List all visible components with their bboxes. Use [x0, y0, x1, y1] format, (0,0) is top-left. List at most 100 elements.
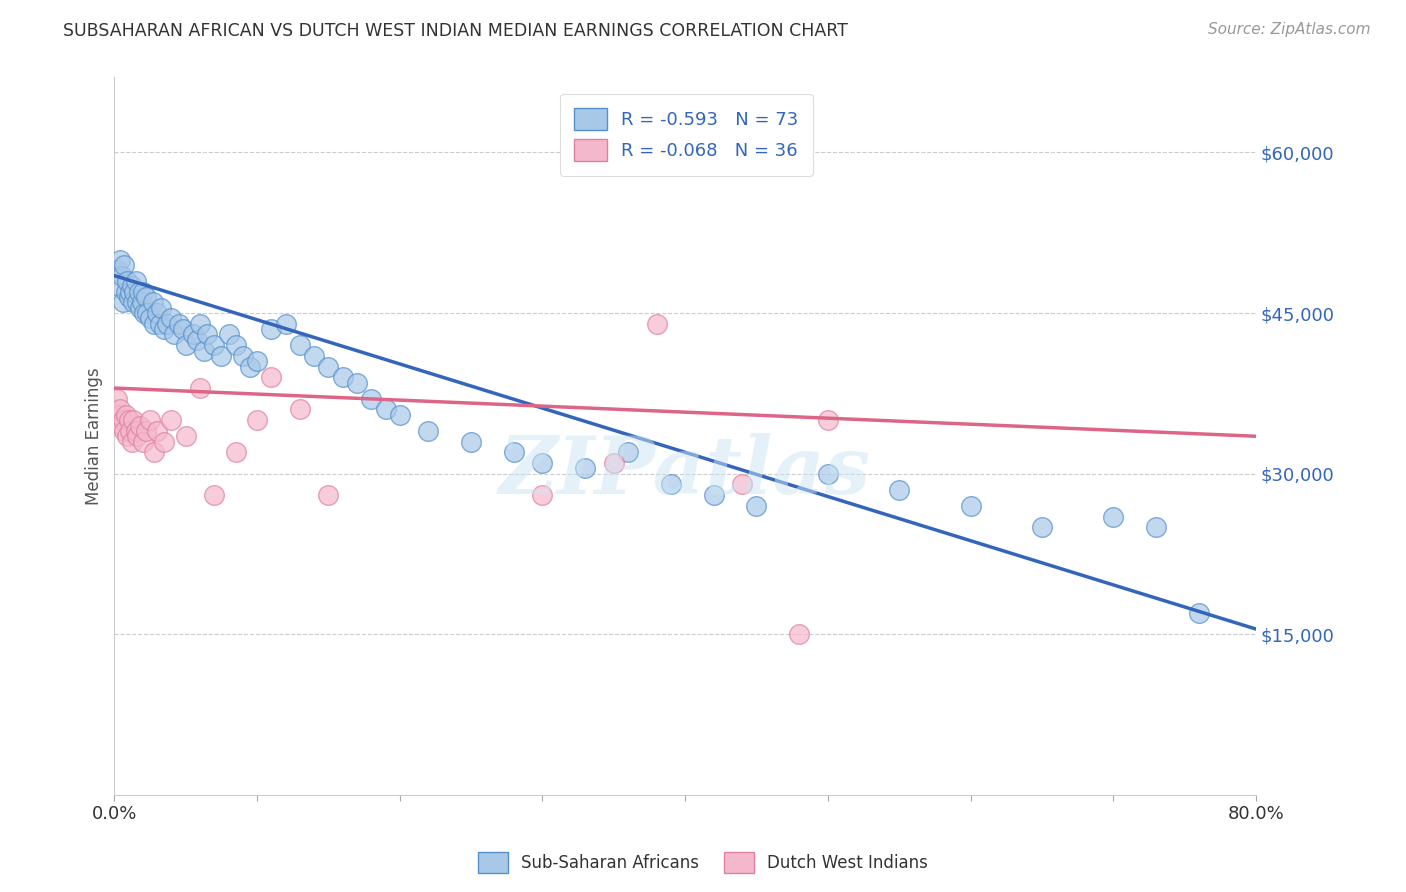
Point	[246, 354, 269, 368]
Point	[120, 285, 142, 299]
Point	[186, 333, 208, 347]
Point	[112, 258, 135, 272]
Point	[617, 445, 640, 459]
Point	[135, 424, 157, 438]
Point	[139, 311, 162, 326]
Point	[1102, 509, 1125, 524]
Point	[146, 424, 169, 438]
Point	[787, 627, 810, 641]
Point	[120, 424, 142, 438]
Point	[703, 488, 725, 502]
Point	[374, 402, 396, 417]
Point	[127, 429, 149, 443]
Point	[346, 376, 368, 390]
Point	[105, 263, 128, 277]
Point	[202, 488, 225, 502]
Point	[112, 424, 135, 438]
Point	[132, 434, 155, 449]
Point	[603, 456, 626, 470]
Point	[117, 429, 139, 443]
Point	[132, 285, 155, 299]
Point	[232, 349, 254, 363]
Point	[118, 413, 141, 427]
Point	[111, 413, 134, 427]
Point	[114, 285, 136, 299]
Point	[188, 317, 211, 331]
Point	[388, 408, 411, 422]
Point	[274, 317, 297, 331]
Point	[149, 317, 172, 331]
Point	[1031, 520, 1053, 534]
Point	[745, 499, 768, 513]
Point	[122, 413, 145, 427]
Point	[105, 392, 128, 406]
Point	[889, 483, 911, 497]
Point	[125, 274, 148, 288]
Text: SUBSAHARAN AFRICAN VS DUTCH WEST INDIAN MEDIAN EARNINGS CORRELATION CHART: SUBSAHARAN AFRICAN VS DUTCH WEST INDIAN …	[63, 22, 848, 40]
Point	[503, 445, 526, 459]
Point	[188, 381, 211, 395]
Point	[163, 327, 186, 342]
Point	[124, 285, 146, 299]
Point	[288, 338, 311, 352]
Point	[139, 413, 162, 427]
Point	[959, 499, 981, 513]
Legend: Sub-Saharan Africans, Dutch West Indians: Sub-Saharan Africans, Dutch West Indians	[471, 846, 935, 880]
Point	[195, 327, 218, 342]
Point	[143, 317, 166, 331]
Point	[318, 488, 340, 502]
Point	[121, 279, 143, 293]
Point	[181, 327, 204, 342]
Point	[146, 306, 169, 320]
Point	[160, 413, 183, 427]
Point	[174, 429, 197, 443]
Point	[1144, 520, 1167, 534]
Point	[134, 306, 156, 320]
Point	[122, 295, 145, 310]
Point	[318, 359, 340, 374]
Point	[110, 418, 132, 433]
Point	[260, 322, 283, 336]
Point	[142, 295, 165, 310]
Point	[260, 370, 283, 384]
Point	[128, 285, 150, 299]
Point	[193, 343, 215, 358]
Point	[125, 424, 148, 438]
Point	[172, 322, 194, 336]
Point	[246, 413, 269, 427]
Point	[107, 408, 129, 422]
Y-axis label: Median Earnings: Median Earnings	[86, 368, 103, 505]
Point	[531, 488, 554, 502]
Point	[218, 327, 240, 342]
Point	[131, 295, 153, 310]
Point	[659, 477, 682, 491]
Point	[111, 295, 134, 310]
Point	[731, 477, 754, 491]
Text: Source: ZipAtlas.com: Source: ZipAtlas.com	[1208, 22, 1371, 37]
Point	[127, 295, 149, 310]
Point	[418, 424, 440, 438]
Point	[209, 349, 232, 363]
Point	[136, 306, 159, 320]
Point	[167, 317, 190, 331]
Point	[156, 317, 179, 331]
Point	[121, 434, 143, 449]
Text: ZIPatlas: ZIPatlas	[499, 434, 872, 511]
Point	[645, 317, 668, 331]
Point	[817, 467, 839, 481]
Legend: R = -0.593   N = 73, R = -0.068   N = 36: R = -0.593 N = 73, R = -0.068 N = 36	[560, 94, 813, 176]
Point	[817, 413, 839, 427]
Point	[160, 311, 183, 326]
Point	[118, 290, 141, 304]
Point	[129, 418, 152, 433]
Point	[1188, 606, 1211, 620]
Point	[460, 434, 482, 449]
Point	[110, 268, 132, 283]
Point	[288, 402, 311, 417]
Point	[117, 274, 139, 288]
Point	[360, 392, 382, 406]
Point	[129, 301, 152, 315]
Point	[332, 370, 354, 384]
Point	[225, 445, 247, 459]
Point	[202, 338, 225, 352]
